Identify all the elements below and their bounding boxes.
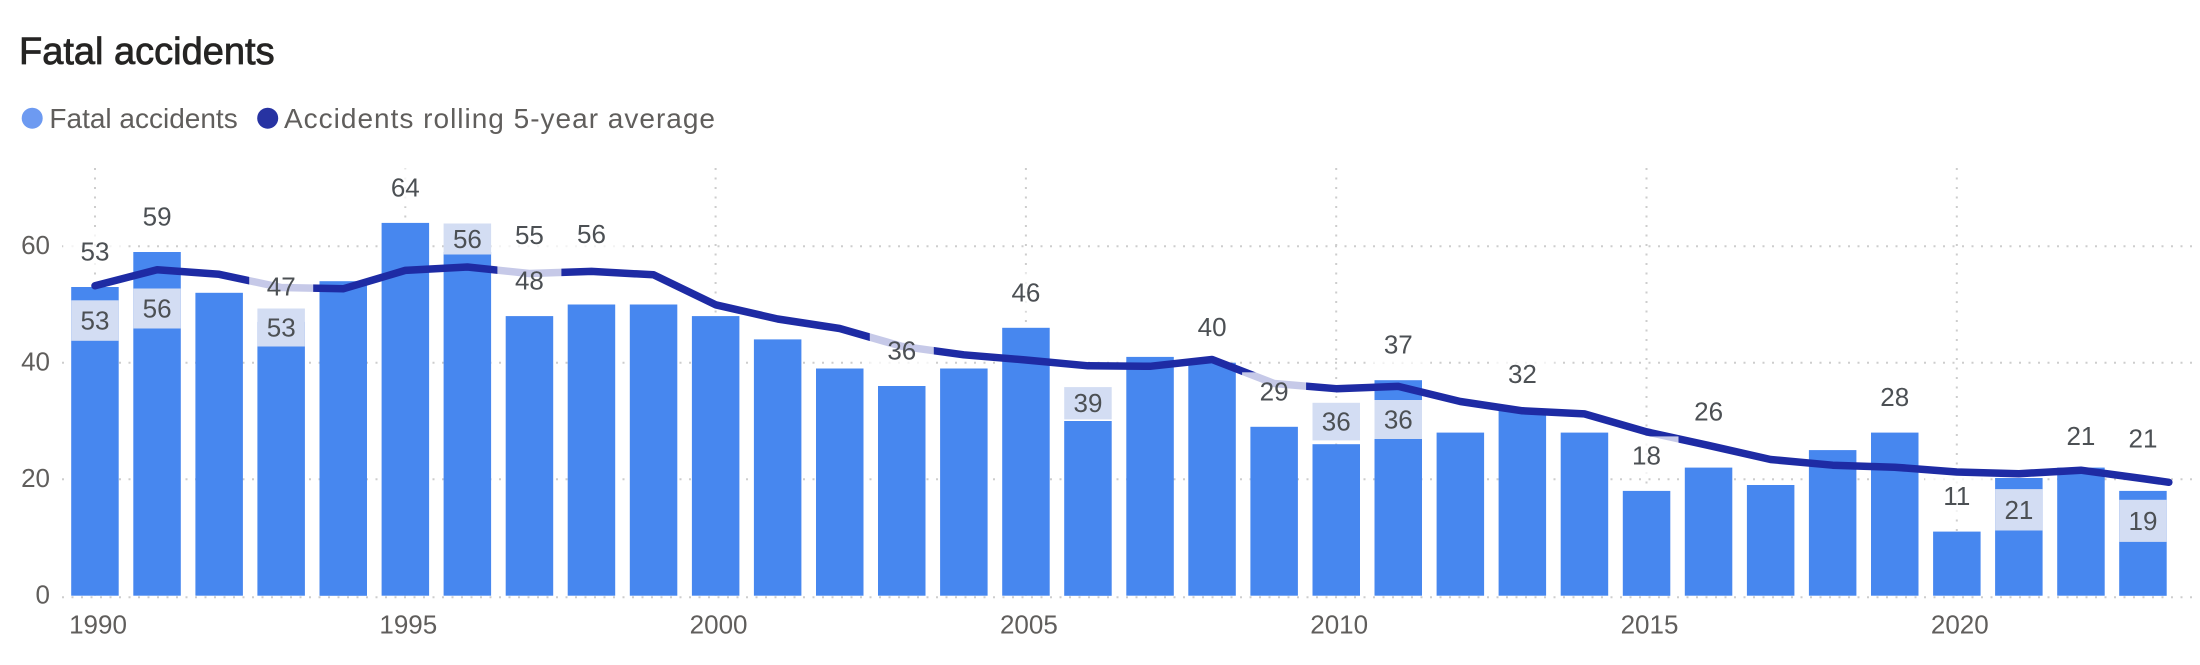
svg-text:19: 19 xyxy=(2129,506,2158,536)
svg-text:60: 60 xyxy=(21,230,50,260)
svg-text:47: 47 xyxy=(267,271,296,301)
svg-text:29: 29 xyxy=(1260,376,1289,406)
svg-text:11: 11 xyxy=(1943,481,1970,511)
svg-text:32: 32 xyxy=(1508,359,1537,389)
svg-text:53: 53 xyxy=(81,306,110,336)
svg-text:56: 56 xyxy=(577,219,606,249)
svg-text:2005: 2005 xyxy=(1000,610,1058,640)
svg-text:55: 55 xyxy=(515,220,544,250)
svg-text:21: 21 xyxy=(2004,495,2033,525)
svg-text:39: 39 xyxy=(1074,388,1103,418)
svg-text:26: 26 xyxy=(1694,397,1723,427)
svg-text:18: 18 xyxy=(1632,440,1661,470)
svg-text:56: 56 xyxy=(143,294,172,324)
svg-text:2010: 2010 xyxy=(1310,610,1368,640)
svg-text:21: 21 xyxy=(2129,424,2158,454)
svg-text:2000: 2000 xyxy=(690,610,748,640)
svg-text:Fatal accidents: Fatal accidents xyxy=(49,103,237,134)
svg-text:64: 64 xyxy=(391,172,420,202)
svg-text:48: 48 xyxy=(515,266,544,296)
svg-text:Fatal accidents: Fatal accidents xyxy=(19,31,275,73)
svg-text:20: 20 xyxy=(21,463,50,493)
svg-text:2020: 2020 xyxy=(1931,610,1989,640)
svg-text:59: 59 xyxy=(143,202,172,232)
svg-text:36: 36 xyxy=(1322,407,1351,437)
svg-text:28: 28 xyxy=(1880,382,1909,412)
svg-text:46: 46 xyxy=(1011,277,1040,307)
svg-text:21: 21 xyxy=(2066,421,2095,451)
svg-text:Accidents rolling 5-year avera: Accidents rolling 5-year average xyxy=(284,103,716,134)
svg-text:36: 36 xyxy=(1384,405,1413,435)
svg-text:0: 0 xyxy=(36,580,50,610)
svg-text:1990: 1990 xyxy=(69,610,127,640)
svg-text:53: 53 xyxy=(81,237,110,267)
svg-text:40: 40 xyxy=(1198,312,1227,342)
svg-text:53: 53 xyxy=(267,313,296,343)
svg-text:2015: 2015 xyxy=(1621,610,1679,640)
svg-text:1995: 1995 xyxy=(379,610,437,640)
svg-text:37: 37 xyxy=(1384,330,1413,360)
svg-text:36: 36 xyxy=(887,336,916,366)
svg-text:56: 56 xyxy=(453,224,482,254)
svg-text:40: 40 xyxy=(21,347,50,377)
